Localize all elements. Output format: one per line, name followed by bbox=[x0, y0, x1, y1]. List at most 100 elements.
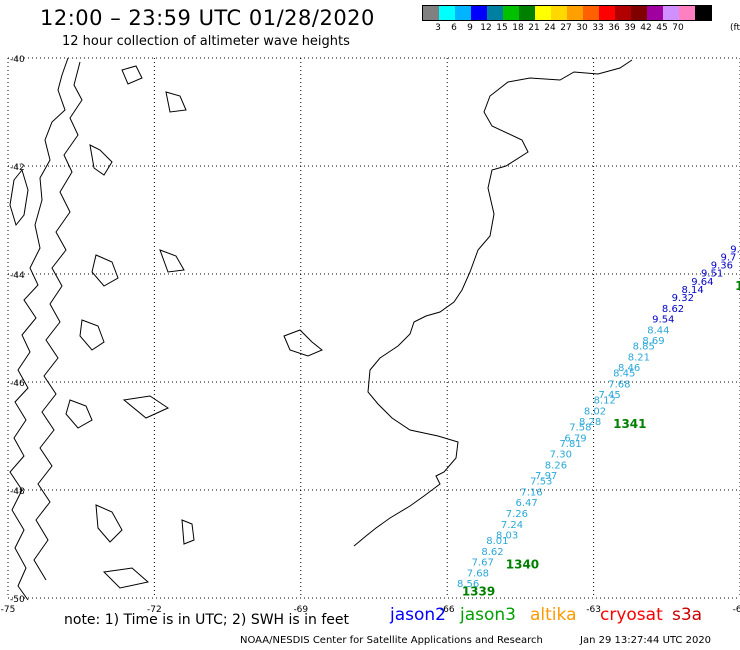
wave-height-value: 8.69 bbox=[642, 336, 664, 347]
legend-label: 27 bbox=[560, 23, 572, 33]
lake-5 bbox=[102, 567, 150, 589]
pass-number-label: 1. bbox=[735, 279, 740, 293]
chart-subtitle: 12 hour collection of altimeter wave hei… bbox=[62, 34, 350, 49]
lake-6 bbox=[181, 519, 195, 545]
legend-swatch bbox=[535, 6, 551, 20]
lake-7 bbox=[283, 329, 323, 357]
legend-label: 42 bbox=[640, 23, 652, 33]
legend-label: 39 bbox=[624, 23, 636, 33]
wave-height-value: 8.03 bbox=[496, 531, 518, 542]
satellite-legend-cryosat: cryosat bbox=[600, 605, 663, 625]
lake-1 bbox=[121, 65, 143, 85]
longitude-label: -72 bbox=[147, 605, 162, 615]
wave-height-value: 7.30 bbox=[550, 450, 572, 461]
satellite-tracks: 8.567.687.678.628.018.037.247.266.477.16… bbox=[457, 244, 740, 598]
wave-height-value: 7.45 bbox=[598, 390, 620, 401]
wave-height-value: 9.64 bbox=[691, 277, 713, 288]
wave-height-value: 6.79 bbox=[564, 433, 586, 444]
wave-height-value: 7.97 bbox=[535, 471, 557, 482]
coastline-east bbox=[353, 59, 633, 547]
legend-swatch bbox=[567, 6, 583, 20]
wave-height-value: 8.62 bbox=[481, 547, 503, 558]
legend-swatch bbox=[631, 6, 647, 20]
longitude-label: -75 bbox=[1, 605, 16, 615]
pass-number-label: 1340 bbox=[506, 557, 539, 571]
longitude-label: -69 bbox=[293, 605, 308, 615]
legend-label: 70 bbox=[672, 23, 684, 33]
legend-swatch bbox=[551, 6, 567, 20]
wave-height-value: 8.14 bbox=[681, 285, 703, 296]
wave-height-value: 7.68 bbox=[467, 568, 489, 579]
lake-2 bbox=[165, 91, 187, 113]
longitude-label: -60 bbox=[733, 605, 740, 615]
latitude-label: -40 bbox=[10, 55, 25, 65]
map-grid: -40 -42 -44 -46 -48 -50-75 -72 -69 -66 -63 -60 bbox=[1, 55, 740, 615]
footer-note: note: 1) Time is in UTC; 2) SWH is in fe… bbox=[64, 612, 350, 628]
coastline-west-inner bbox=[33, 61, 83, 581]
wave-height-value: 7.16 bbox=[520, 487, 542, 498]
wave-height-value: 9. bbox=[730, 244, 740, 255]
footer-timestamp: Jan 29 13:27:44 UTC 2020 bbox=[580, 635, 712, 646]
legend-label: 45 bbox=[656, 23, 668, 33]
chart-title: 12:00 – 23:59 UTC 01/28/2020 bbox=[40, 6, 375, 30]
pass-number-label: 1339 bbox=[462, 584, 495, 598]
legend-label: 18 bbox=[512, 23, 524, 33]
wave-height-value: 9.32 bbox=[672, 293, 694, 304]
wave-height-value: 8.56 bbox=[457, 579, 479, 590]
wave-height-value: 8.21 bbox=[628, 352, 650, 363]
legend-label: 6 bbox=[451, 23, 457, 33]
fjord-5 bbox=[95, 504, 123, 543]
island-chiloe bbox=[9, 168, 29, 227]
wave-height-value: 9.36 bbox=[711, 261, 733, 272]
lake-3 bbox=[159, 249, 185, 273]
fjord-4 bbox=[65, 399, 93, 429]
legend-label: 12 bbox=[480, 23, 492, 33]
legend-swatches bbox=[422, 5, 712, 21]
wave-height-value: 8.45 bbox=[613, 369, 635, 380]
longitude-label: -63 bbox=[586, 605, 601, 615]
coastline-west bbox=[9, 57, 69, 601]
legend-swatch bbox=[695, 6, 711, 20]
latitude-label: -48 bbox=[10, 487, 25, 497]
legend-swatch bbox=[647, 6, 663, 20]
satellite-legend-jason2: jason2 bbox=[390, 605, 446, 625]
lake-4 bbox=[122, 395, 170, 419]
legend-swatch bbox=[439, 6, 455, 20]
wave-height-value: 7.26 bbox=[506, 509, 528, 520]
legend-swatch bbox=[487, 6, 503, 20]
wave-height-value: 7.67 bbox=[472, 558, 494, 569]
legend-swatch bbox=[663, 6, 679, 20]
footer-credit: NOAA/NESDIS Center for Satellite Applica… bbox=[240, 635, 543, 646]
legend-label: 33 bbox=[592, 23, 604, 33]
legend-label: 9 bbox=[467, 23, 473, 33]
wave-height-value: 7.24 bbox=[501, 520, 523, 531]
wave-height-value: 9.7 bbox=[720, 253, 736, 264]
legend-label: 24 bbox=[544, 23, 556, 33]
satellite-legend-altika: altika bbox=[530, 605, 577, 625]
legend-label: 21 bbox=[528, 23, 540, 33]
legend-label: 36 bbox=[608, 23, 620, 33]
wave-height-value: 9.54 bbox=[652, 315, 674, 326]
legend-label: 15 bbox=[496, 23, 508, 33]
wave-height-value: 8.28 bbox=[579, 417, 601, 428]
legend-label: 30 bbox=[576, 23, 588, 33]
wave-height-value: 8.02 bbox=[584, 406, 606, 417]
legend-swatch bbox=[519, 6, 535, 20]
legend-swatch bbox=[679, 6, 695, 20]
wave-height-value: 8.44 bbox=[647, 325, 669, 336]
latitude-label: -46 bbox=[10, 379, 25, 389]
legend-swatch bbox=[471, 6, 487, 20]
coastline bbox=[9, 57, 633, 601]
legend-unit: (ft) bbox=[730, 23, 740, 33]
legend-swatch bbox=[615, 6, 631, 20]
legend-swatch bbox=[583, 6, 599, 20]
legend-swatch bbox=[455, 6, 471, 20]
legend-swatch bbox=[423, 6, 439, 20]
wave-height-value: 8.85 bbox=[633, 342, 655, 353]
fjord-3 bbox=[79, 319, 105, 351]
fjord-2 bbox=[91, 254, 119, 287]
wave-height-value: 8.26 bbox=[545, 460, 567, 471]
